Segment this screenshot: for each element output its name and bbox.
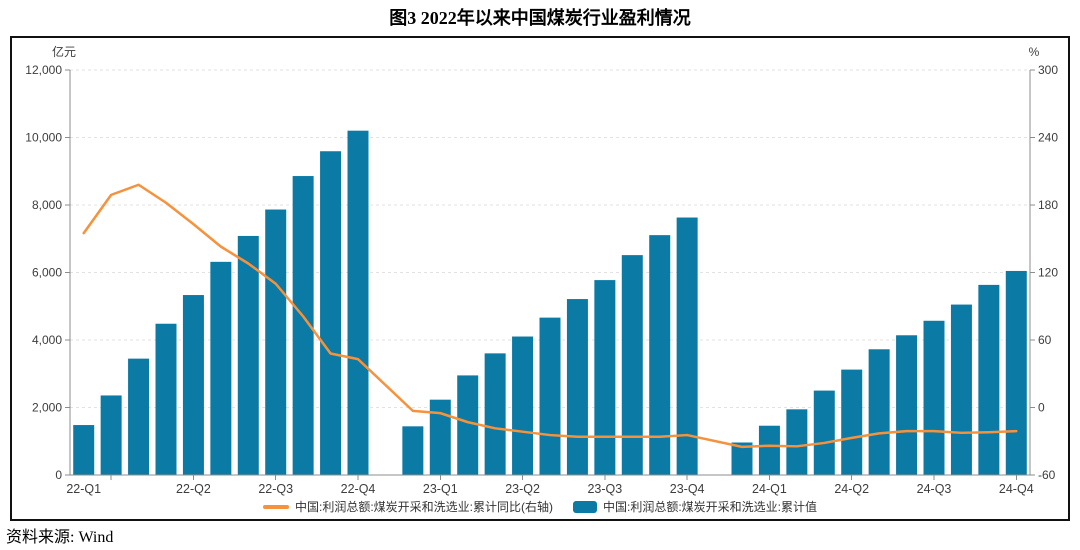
chart-box: 亿元% 0 2,000 4,000 6,000 8,000 10,000 12,000 -60 0…: [10, 36, 1070, 521]
right-axis-tick-label: 120: [1038, 266, 1058, 280]
bar: [512, 336, 534, 475]
left-axis-tick-label: 0: [55, 468, 62, 482]
axes: [65, 69, 1035, 480]
page-title: 图3 2022年以来中国煤炭行业盈利情况: [389, 8, 691, 28]
bar: [868, 349, 890, 475]
bar: [347, 130, 369, 475]
left-axis-tick-label: 8,000: [32, 198, 62, 212]
bar: [813, 390, 835, 475]
x-axis-tick-label: 23-Q2: [505, 482, 540, 496]
x-axis-tick-label: 24-Q1: [752, 482, 787, 496]
x-axis-tick-label: 22-Q4: [341, 482, 376, 496]
x-axis-tick-label: 22-Q3: [258, 482, 293, 496]
x-axis-tick-label: 22-Q1: [66, 482, 101, 496]
bar: [429, 399, 451, 475]
line-series: [82, 183, 1018, 449]
bar: [978, 284, 1000, 475]
bar: [402, 426, 424, 475]
left-axis-tick-label: 2,000: [32, 401, 62, 415]
x-axis-tick-label: 23-Q4: [670, 482, 705, 496]
profit-chart-svg: 亿元 % 0 2,000 4,000 6,000 8,000 10,000 12,000 -60 0…: [25, 44, 1058, 496]
legend-bar-label: 中国:利润总额:煤炭开采和洗选业:累计值: [602, 500, 817, 514]
bar: [100, 395, 122, 475]
bar: [539, 317, 561, 475]
source-note: 资料来源: Wind: [6, 529, 114, 546]
bar-series: [73, 130, 1027, 476]
legend: 中国:利润总额:煤炭开采和洗选业:累计同比(右轴) 中国:利润总额:煤炭开采和洗…: [12, 498, 1068, 515]
bar: [73, 425, 95, 475]
right-axis-tick-label: 60: [1038, 333, 1052, 347]
left-axis-tick-label: 10,000: [25, 131, 62, 145]
x-axis-tick-label: 24-Q3: [917, 482, 952, 496]
bar: [484, 353, 506, 475]
right-axis-tick-label: 180: [1038, 198, 1058, 212]
bar: [155, 323, 177, 475]
bar: [594, 280, 616, 475]
bar: [896, 335, 918, 475]
bar: [128, 358, 150, 475]
bar: [841, 369, 863, 475]
x-axis-tick-label: 23-Q3: [587, 482, 622, 496]
legend-line-label: 中国:利润总额:煤炭开采和洗选业:累计同比(右轴): [294, 500, 553, 514]
x-axis-tick-label: 24-Q2: [834, 482, 869, 496]
bar: [758, 425, 780, 475]
right-axis-tick-label: 240: [1038, 131, 1058, 145]
x-axis-tick-label: 23-Q1: [423, 482, 458, 496]
bar: [676, 217, 698, 476]
bar-series-marker-icon: [572, 500, 597, 513]
left-axis-tick-label: 12,000: [25, 63, 62, 77]
bar: [182, 295, 204, 475]
bar: [786, 409, 808, 475]
line-series-marker-icon: [262, 504, 289, 509]
bar: [265, 209, 287, 475]
bar: [731, 442, 753, 475]
bar: [649, 235, 671, 475]
x-axis-tick-label: 24-Q4: [999, 482, 1034, 496]
right-axis-tick-label: -60: [1038, 468, 1056, 482]
bar: [237, 235, 259, 475]
x-axis-tick-label: 22-Q2: [176, 482, 211, 496]
legend-item-bar: 中国:利润总额:煤炭开采和洗选业:累计值: [572, 498, 817, 515]
bar: [292, 176, 314, 476]
bar: [950, 304, 972, 475]
bar: [923, 320, 945, 475]
bar: [320, 151, 342, 475]
right-axis-unit: %: [1029, 45, 1040, 59]
bar: [1005, 270, 1027, 475]
right-axis-tick-label: 300: [1038, 63, 1058, 77]
bar: [457, 375, 479, 475]
left-axis-tick-label: 6,000: [32, 266, 62, 280]
bar: [621, 255, 643, 475]
legend-item-line: 中国:利润总额:煤炭开采和洗选业:累计同比(右轴): [262, 498, 553, 515]
left-axis-tick-label: 4,000: [32, 333, 62, 347]
bar: [210, 261, 232, 475]
bar: [566, 299, 588, 475]
left-axis-unit: 亿元: [52, 44, 76, 59]
right-axis-tick-label: 0: [1038, 401, 1045, 415]
